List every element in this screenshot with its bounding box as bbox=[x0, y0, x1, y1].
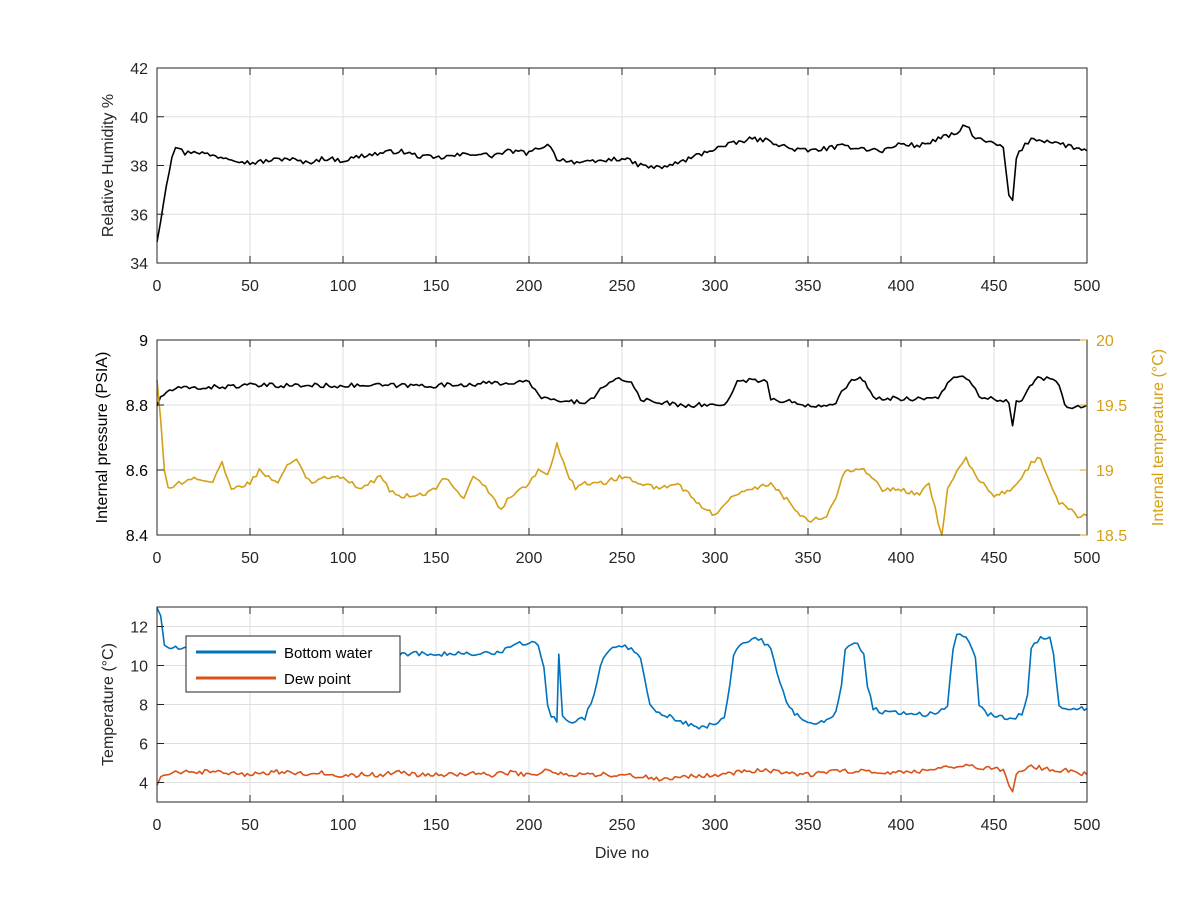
x-axis-label: Dive no bbox=[595, 845, 649, 862]
pressure-x-tick-label: 450 bbox=[981, 550, 1008, 567]
humidity-y-tick-label: 42 bbox=[130, 61, 148, 78]
temperature-y-tick-label: 8 bbox=[139, 698, 148, 715]
pressure-y-tick-label: 8.4 bbox=[126, 528, 148, 545]
temperature-x-tick-label: 50 bbox=[241, 817, 259, 834]
pressure-x-tick-label: 150 bbox=[423, 550, 450, 567]
pressure-x-tick-label: 300 bbox=[702, 550, 729, 567]
humidity-x-tick-label: 0 bbox=[153, 278, 162, 295]
pressure-panel: 0 50 100 150 200 250 300 350 400 450 500 8.4 8.6 8.8 9… bbox=[94, 333, 1167, 567]
pressure-x-tick-label: 500 bbox=[1074, 550, 1101, 567]
pressure-y2-tick-label: 20 bbox=[1096, 333, 1114, 350]
temperature-y2-axis-label: Internal temperature (°C) bbox=[1150, 349, 1167, 526]
legend-bottom-water-label: Bottom water bbox=[284, 645, 372, 662]
temperature-y-tick-label: 6 bbox=[139, 737, 148, 754]
humidity-x-tick-label: 100 bbox=[330, 278, 357, 295]
temperature-x-tick-label: 100 bbox=[330, 817, 357, 834]
pressure-y2-tick-label: 18.5 bbox=[1096, 528, 1127, 545]
legend-dew-point-label: Dew point bbox=[284, 671, 352, 688]
pressure-y-tick-label: 9 bbox=[139, 333, 148, 350]
pressure-x-tick-label: 100 bbox=[330, 550, 357, 567]
temperature-x-tick-label: 200 bbox=[516, 817, 543, 834]
humidity-x-tick-label: 200 bbox=[516, 278, 543, 295]
pressure-line bbox=[156, 375, 1088, 427]
pressure-x-tick-label: 350 bbox=[795, 550, 822, 567]
pressure-y-tick-label: 8.8 bbox=[126, 398, 148, 415]
temperature-x-tick-label: 250 bbox=[609, 817, 636, 834]
humidity-series bbox=[156, 124, 1088, 243]
pressure-x-tick-label: 0 bbox=[153, 550, 162, 567]
humidity-x-tick-label: 400 bbox=[888, 278, 915, 295]
temperature-x-tick-label: 0 bbox=[153, 817, 162, 834]
temperature-x-tick-label: 150 bbox=[423, 817, 450, 834]
temperature-y-tick-label: 10 bbox=[130, 659, 148, 676]
temperature-y-tick-label: 4 bbox=[139, 776, 148, 793]
humidity-line bbox=[156, 124, 1088, 243]
pressure-x-tick-label: 50 bbox=[241, 550, 259, 567]
pressure-x-tick-label: 400 bbox=[888, 550, 915, 567]
temperature-x-tick-label: 450 bbox=[981, 817, 1008, 834]
temperature-x-tick-label: 500 bbox=[1074, 817, 1101, 834]
humidity-x-tick-label: 150 bbox=[423, 278, 450, 295]
pressure-ticks: 0 50 100 150 200 250 300 350 400 450 500 8.4 8.6 8.8 9… bbox=[126, 333, 1127, 567]
pressure-y2-tick-label: 19.5 bbox=[1096, 398, 1127, 415]
pressure-y2-tick-label: 19 bbox=[1096, 463, 1114, 480]
temperature-x-tick-label: 350 bbox=[795, 817, 822, 834]
humidity-y-tick-label: 38 bbox=[130, 159, 148, 176]
temperature-ticks: 0 50 100 150 200 250 300 350 400 450 500 4 6 8 10 12 bbox=[130, 607, 1100, 834]
legend: Bottom water Dew point bbox=[185, 635, 401, 693]
dew-point-line bbox=[156, 763, 1088, 793]
pressure-y-axis-label: Internal pressure (PSIA) bbox=[94, 352, 111, 524]
pressure-series bbox=[156, 375, 1088, 536]
humidity-x-tick-label: 50 bbox=[241, 278, 259, 295]
temperature-y-tick-label: 12 bbox=[130, 620, 148, 637]
temperature-y-axis-label: Temperature (°C) bbox=[100, 643, 117, 766]
legend-box bbox=[185, 635, 401, 693]
humidity-x-tick-label: 450 bbox=[981, 278, 1008, 295]
temperature-x-tick-label: 400 bbox=[888, 817, 915, 834]
humidity-x-tick-label: 350 bbox=[795, 278, 822, 295]
temperature-x-tick-label: 300 bbox=[702, 817, 729, 834]
pressure-x-tick-label: 250 bbox=[609, 550, 636, 567]
humidity-x-tick-label: 250 bbox=[609, 278, 636, 295]
humidity-x-tick-label: 300 bbox=[702, 278, 729, 295]
humidity-panel: 0 50 100 150 200 250 300 350 400 450 500 34 36 38 40 42… bbox=[100, 61, 1100, 295]
temperature-panel: 0 50 100 150 200 250 300 350 400 450 500 4 6 8 10 12 Te… bbox=[100, 606, 1100, 862]
humidity-y-tick-label: 34 bbox=[130, 256, 148, 273]
humidity-y-axis-label: Relative Humidity % bbox=[100, 94, 117, 237]
pressure-y-tick-label: 8.6 bbox=[126, 463, 148, 480]
humidity-y-tick-label: 36 bbox=[130, 207, 148, 224]
humidity-x-tick-label: 500 bbox=[1074, 278, 1101, 295]
humidity-y-tick-label: 40 bbox=[130, 110, 148, 127]
pressure-x-tick-label: 200 bbox=[516, 550, 543, 567]
internal-temperature-line bbox=[156, 379, 1088, 536]
humidity-ticks: 0 50 100 150 200 250 300 350 400 450 500 34 36 38 40 42 bbox=[130, 61, 1100, 295]
